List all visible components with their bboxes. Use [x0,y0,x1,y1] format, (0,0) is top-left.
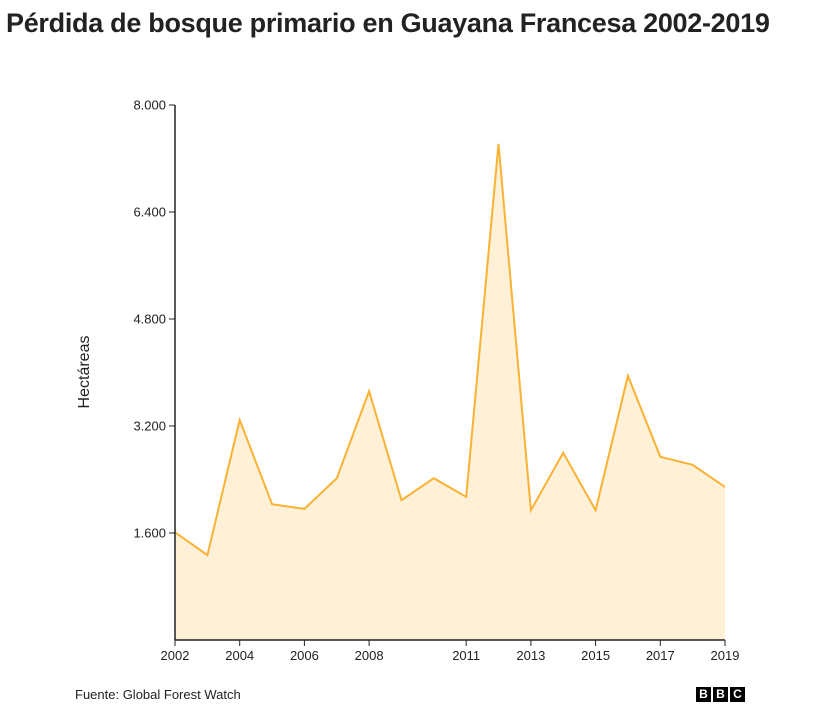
y-tick-label: 4.800 [133,312,166,327]
y-tick-label: 6.400 [133,205,166,220]
y-tick-label: 8.000 [133,98,166,113]
x-tick-label: 2019 [711,648,740,663]
x-axis: 2002 2004 2006 2008 2011 2013 2015 2017 2019 [161,639,740,663]
x-tick-label: 2013 [516,648,545,663]
y-axis-label: Hectáreas [76,336,93,409]
y-tick-label: 3.200 [133,419,166,434]
x-tick-label: 2004 [225,648,254,663]
logo-letter: B [696,687,711,702]
plot-area [174,143,726,641]
x-tick-label: 2008 [355,648,384,663]
y-tick-label: 1.600 [133,526,166,541]
x-tick-label: 2017 [646,648,675,663]
x-tick-label: 2002 [161,648,190,663]
logo-letter: B [713,687,728,702]
area-fill [175,143,725,641]
x-tick-label: 2011 [452,648,480,663]
chart-title: Pérdida de bosque primario en Guayana Fr… [6,8,770,38]
x-tick-label: 2015 [581,648,610,663]
logo-letter: C [730,687,745,702]
bbc-logo: B B C [696,687,745,702]
source-note: Fuente: Global Forest Watch [75,687,241,702]
data-line [174,143,726,557]
y-axis: 1.600 3.200 4.800 6.400 8.000 [133,98,176,640]
x-tick-label: 2006 [290,648,319,663]
